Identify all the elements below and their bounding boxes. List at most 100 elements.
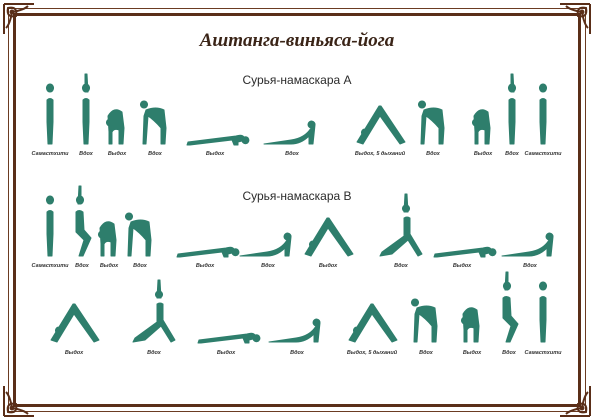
pose-b-14-label: Вдох	[290, 350, 304, 356]
pose-b-7-figure	[301, 214, 355, 258]
yoga-figure-icon	[539, 281, 547, 343]
yoga-figure-shape	[304, 217, 354, 257]
yoga-figure-icon	[82, 73, 90, 145]
pose-a-11-figure	[536, 83, 550, 146]
section-title-b: Сурья-намаскара В	[242, 189, 352, 203]
yoga-figure-shape	[461, 307, 480, 343]
corner-ornament-icon	[558, 2, 592, 36]
yoga-figure-icon	[239, 232, 292, 257]
yoga-figure-shape	[263, 120, 316, 145]
yoga-figure-icon	[411, 298, 438, 343]
pose-b-17-label: Выдох	[462, 350, 482, 356]
pose-b-9-figure	[431, 240, 497, 258]
pose-b-10-figure	[499, 230, 561, 258]
yoga-figure-shape	[379, 193, 423, 257]
pose-b-16-label: Вдох	[419, 350, 433, 356]
pose-a-2-figure	[79, 72, 93, 146]
pose-b-5-figure	[174, 240, 240, 258]
pose-a-9-figure	[470, 102, 496, 146]
yoga-figure-icon	[98, 221, 117, 257]
pose-a-10-label: Вдох	[505, 151, 519, 157]
corner-ornament-icon	[2, 384, 36, 418]
pose-b-8-figure	[374, 192, 428, 258]
pose-b-8-label: Вдох	[394, 263, 408, 269]
pose-a-6-label: Вдох	[285, 151, 299, 157]
yoga-figure-icon	[186, 134, 250, 146]
yoga-figure-icon	[304, 217, 354, 257]
yoga-figure-icon	[125, 212, 152, 257]
yoga-figure-icon	[472, 109, 491, 145]
yoga-figure-icon	[50, 303, 100, 343]
pose-b-4-label: Вдох	[133, 263, 147, 269]
yoga-figure-shape	[508, 73, 516, 145]
pose-a-5-label: Выдох	[205, 151, 225, 157]
yoga-figure-icon	[46, 195, 54, 257]
pose-b-3-figure	[96, 214, 122, 258]
yoga-figure-shape	[176, 246, 240, 258]
pose-b-1-label: Самастхити	[31, 263, 69, 269]
pose-a-11-label: Самастхити	[524, 151, 562, 157]
pose-a-7-figure	[353, 102, 407, 146]
pose-b-13-figure	[195, 326, 261, 344]
yoga-figure-shape	[140, 100, 167, 145]
yoga-figure-shape	[472, 109, 491, 145]
pose-b-10-label: Вдох	[523, 263, 537, 269]
pose-b-19-label: Самастхити	[524, 350, 562, 356]
pose-a-9-label: Выдох	[473, 151, 493, 157]
yoga-figure-shape	[501, 232, 554, 257]
pose-b-11-label: Выдох	[64, 350, 84, 356]
pose-b-18-label: Вдох	[502, 350, 516, 356]
yoga-figure-shape	[132, 279, 176, 343]
yoga-figure-icon	[501, 232, 554, 257]
yoga-figure-icon	[46, 83, 54, 145]
yoga-figure-shape	[82, 73, 90, 145]
yoga-figure-icon	[263, 120, 316, 145]
yoga-figure-shape	[433, 246, 497, 258]
yoga-figure-shape	[356, 105, 406, 145]
pose-b-12-figure	[127, 278, 181, 344]
yoga-figure-shape	[348, 303, 398, 343]
yoga-figure-icon	[197, 332, 261, 344]
pose-a-1-label: Самастхити	[31, 151, 69, 157]
pose-a-5-figure	[184, 128, 250, 146]
yoga-figure-shape	[46, 195, 54, 257]
pose-b-4-figure	[123, 210, 157, 258]
yoga-figure-icon	[379, 193, 423, 257]
pose-a-4-label: Вдох	[148, 151, 162, 157]
pose-b-12-label: Вдох	[147, 350, 161, 356]
yoga-figure-icon	[508, 73, 516, 145]
pose-b-16-figure	[409, 296, 443, 344]
pose-a-8-label: Вдох	[426, 151, 440, 157]
yoga-figure-icon	[418, 100, 445, 145]
inner-frame	[13, 13, 581, 407]
pose-a-6-figure	[261, 118, 323, 146]
pose-b-14-figure	[266, 316, 328, 344]
yoga-figure-icon	[502, 271, 519, 343]
yoga-figure-shape	[239, 232, 292, 257]
pose-b-9-label: Выдох	[452, 263, 472, 269]
pose-a-1-figure	[43, 83, 57, 146]
pose-b-11-figure	[47, 300, 101, 344]
pose-b-2-figure	[71, 184, 93, 258]
yoga-figure-shape	[502, 271, 519, 343]
corner-ornament-icon	[558, 384, 592, 418]
pose-a-4-figure	[138, 98, 172, 146]
yoga-figure-icon	[433, 246, 497, 258]
pose-b-5-label: Выдох	[195, 263, 215, 269]
pose-b-19-figure	[536, 281, 550, 344]
pose-b-18-figure	[498, 270, 520, 344]
yoga-figure-shape	[50, 303, 100, 343]
yoga-figure-shape	[539, 281, 547, 343]
yoga-figure-icon	[539, 83, 547, 145]
pose-b-6-figure	[237, 230, 299, 258]
pose-a-2-label: Вдох	[79, 151, 93, 157]
yoga-figure-shape	[268, 318, 321, 343]
section-title-a: Сурья-намаскара А	[242, 73, 352, 87]
yoga-figure-shape	[75, 185, 92, 257]
yoga-figure-icon	[356, 105, 406, 145]
yoga-figure-shape	[106, 109, 125, 145]
yoga-figure-shape	[411, 298, 438, 343]
pose-b-6-label: Вдох	[261, 263, 275, 269]
yoga-figure-shape	[46, 83, 54, 145]
